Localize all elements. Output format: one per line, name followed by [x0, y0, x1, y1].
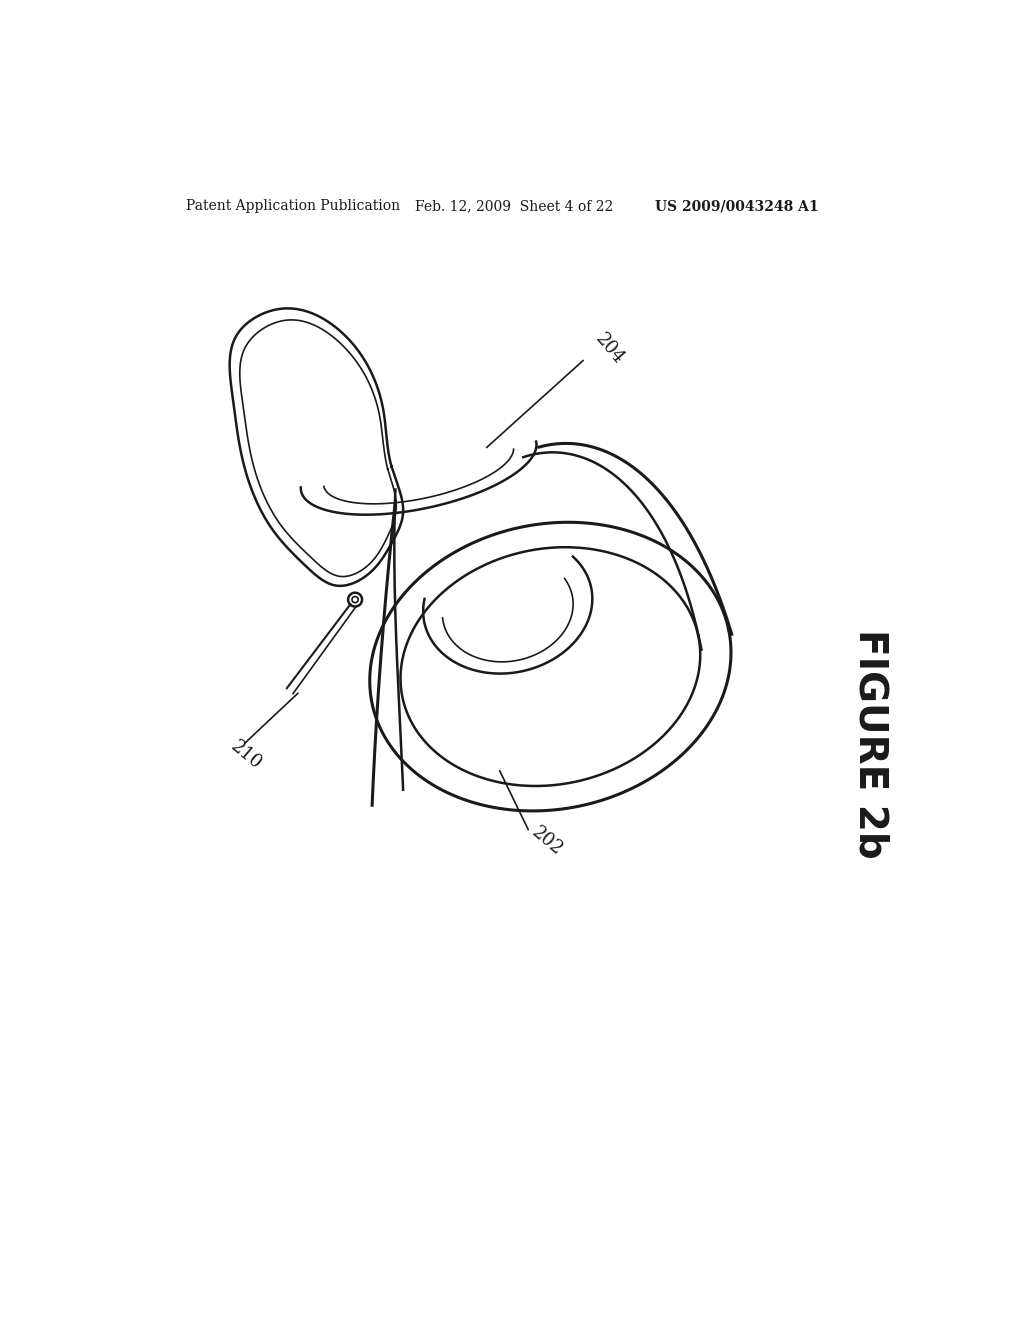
Text: Patent Application Publication: Patent Application Publication [186, 199, 400, 213]
Text: 210: 210 [227, 737, 265, 774]
Text: US 2009/0043248 A1: US 2009/0043248 A1 [655, 199, 818, 213]
Text: 202: 202 [528, 824, 566, 859]
Text: 204: 204 [592, 330, 628, 368]
Text: FIGURE 2b: FIGURE 2b [851, 628, 890, 858]
Text: Feb. 12, 2009  Sheet 4 of 22: Feb. 12, 2009 Sheet 4 of 22 [415, 199, 613, 213]
